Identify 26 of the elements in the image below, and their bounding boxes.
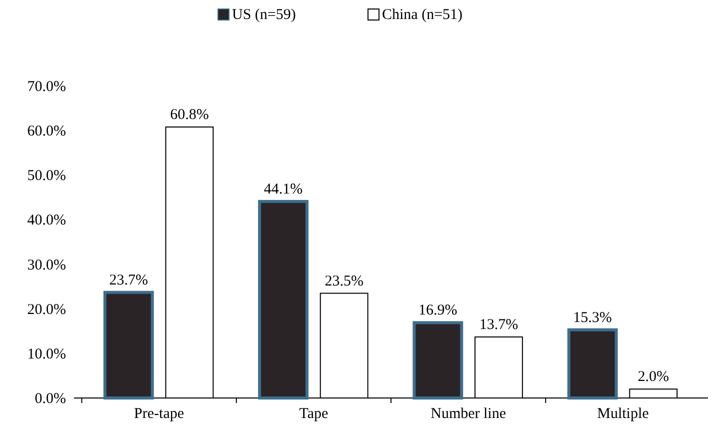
bar	[103, 290, 154, 400]
y-tick-label: 40.0%	[27, 212, 66, 229]
data-label: 23.7%	[109, 272, 148, 288]
x-tick-label: Multiple	[597, 406, 650, 422]
y-tick-label: 30.0%	[27, 257, 66, 274]
y-tick-label: 20.0%	[27, 302, 66, 318]
x-tick-label: Pre-tape	[134, 406, 184, 422]
data-label: 2.0%	[638, 369, 669, 386]
y-tick-label: 50.0%	[27, 168, 66, 184]
y-tick-label: 10.0%	[27, 346, 66, 362]
y-tick-label: 60.0%	[27, 124, 66, 140]
data-label: 15.3%	[573, 310, 612, 326]
data-label: 13.7%	[479, 316, 518, 333]
legend-label: China (n=51)	[382, 7, 463, 23]
bar	[412, 321, 464, 400]
legend-label: US (n=59)	[232, 7, 296, 23]
data-label: 44.1%	[264, 181, 303, 198]
data-label: 16.9%	[418, 302, 458, 319]
data-label: 60.8%	[170, 107, 209, 124]
y-tick-label: 0.0%	[34, 391, 66, 407]
y-tick-label: 70.0%	[27, 79, 66, 95]
x-tick-label: Number line	[430, 406, 506, 422]
data-label: 23.5%	[324, 273, 364, 290]
bar	[258, 200, 308, 400]
x-tick-label: Tape	[299, 406, 328, 422]
bar	[567, 328, 618, 400]
